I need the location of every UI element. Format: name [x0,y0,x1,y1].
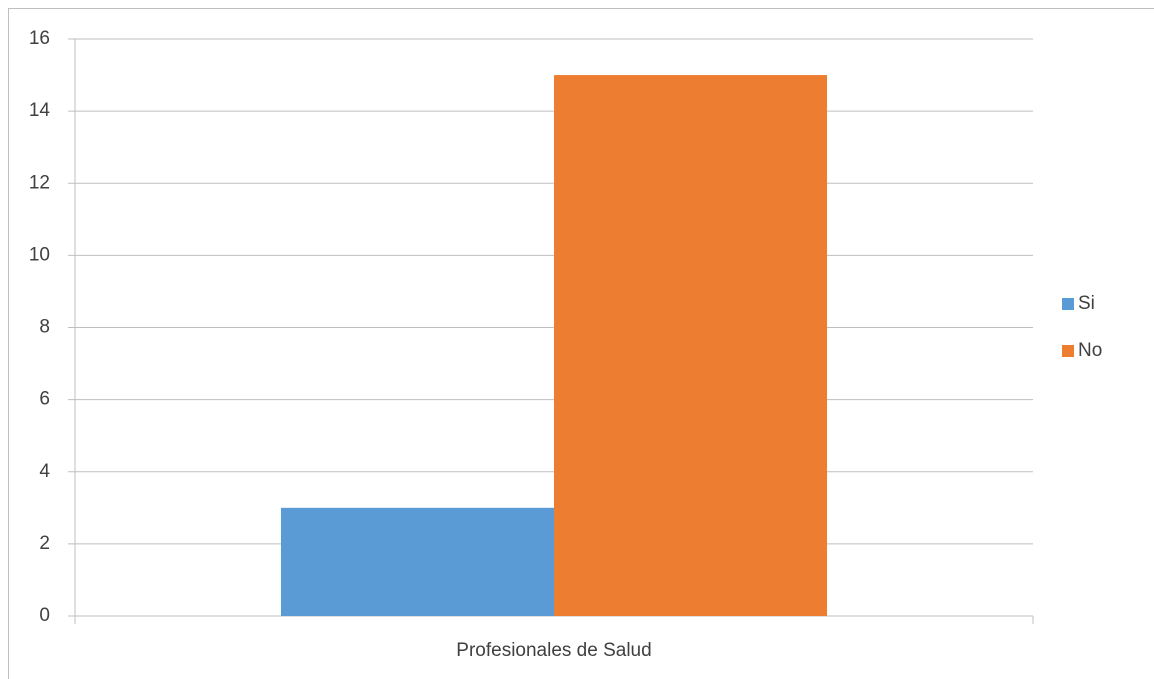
y-tick-label: 4 [39,461,50,482]
bar [280,507,554,616]
legend-label: No [1078,340,1102,361]
y-tick-label: 0 [39,605,50,626]
bar [554,75,828,616]
y-tick-label: 14 [29,100,51,121]
y-tick-label: 16 [29,28,50,49]
legend-swatch [1062,298,1074,310]
y-tick-label: 8 [39,317,50,338]
legend-label: Si [1078,293,1095,314]
y-tick-label: 10 [29,244,50,265]
y-tick-label: 2 [39,533,50,554]
chart-border [8,8,1154,679]
x-tick-label: Profesionales de Salud [456,640,651,661]
legend-swatch [1062,345,1074,357]
y-tick-label: 12 [29,172,50,193]
y-tick-label: 6 [39,389,50,410]
